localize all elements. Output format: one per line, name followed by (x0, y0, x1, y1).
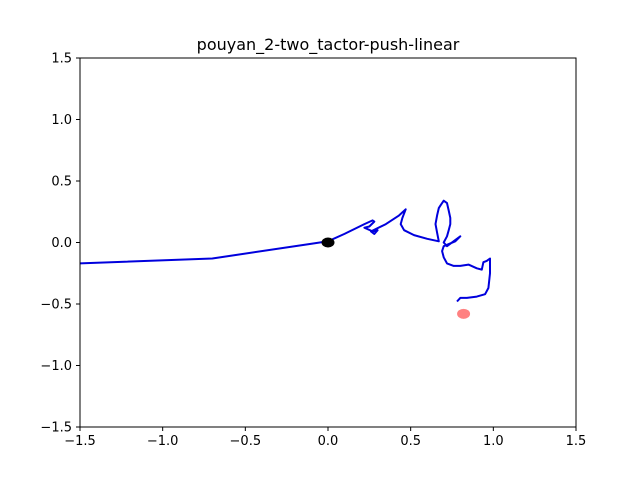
y-tick-label: 0.0 (51, 236, 72, 251)
y-axis: 1.5 1.0 0.5 0.0 −0.5 −1.0 −1.5 (40, 52, 80, 436)
y-tick-label: −0.5 (40, 298, 72, 313)
x-tick-label: 0.5 (400, 434, 421, 449)
y-tick-label: 1.5 (51, 52, 72, 67)
x-tick-label: 1.0 (483, 434, 504, 449)
start-point (321, 237, 335, 248)
trajectory-line (79, 199, 491, 303)
x-tick-label: −1.5 (64, 434, 96, 449)
chart-title: pouyan_2-two_tactor-push-linear (197, 35, 460, 55)
x-tick-label: −0.5 (230, 434, 262, 449)
x-tick-label: 0.0 (318, 434, 339, 449)
y-tick-label: 1.0 (51, 113, 72, 128)
y-tick-label: −1.0 (40, 359, 72, 374)
y-tick-label: 0.5 (51, 175, 72, 190)
target-point (457, 308, 471, 319)
x-axis: −1.5 −1.0 −0.5 0.0 0.5 1.0 1.5 (64, 427, 586, 449)
x-tick-label: −1.0 (147, 434, 179, 449)
x-tick-label: 1.5 (566, 434, 587, 449)
y-tick-label: −1.5 (40, 421, 72, 436)
series-layer (79, 199, 491, 319)
